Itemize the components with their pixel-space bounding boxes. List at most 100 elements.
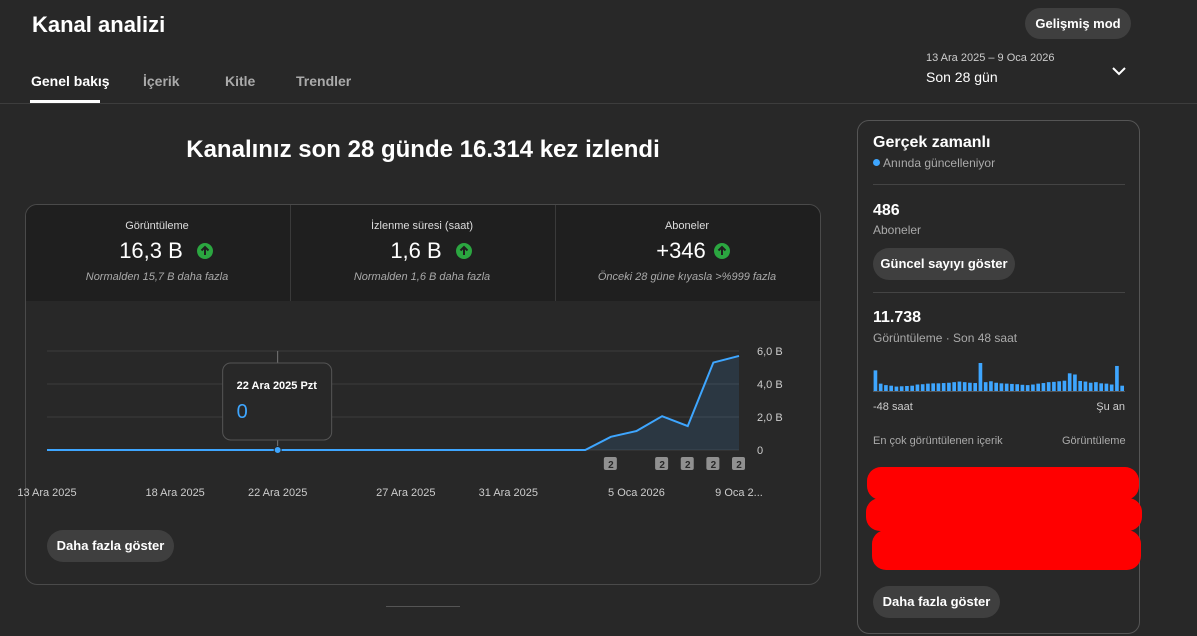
y-tick-label: 0 (757, 445, 763, 457)
bar (978, 363, 983, 391)
y-tick-label: 6,0 B (757, 346, 783, 358)
annotation-label: 2 (685, 460, 691, 471)
metric-note: Normalden 1,6 B daha fazla (353, 271, 491, 283)
bar (899, 386, 904, 391)
bar (931, 383, 935, 391)
subscriber-count: 486 (873, 202, 900, 219)
chart-card (25, 204, 821, 585)
x-tick-label: 27 Ara 2025 (376, 487, 435, 499)
bar (1088, 382, 1093, 391)
show-more-button[interactable]: Daha fazla göster (47, 530, 174, 562)
metric-tile[interactable] (291, 205, 556, 301)
current-count-button[interactable]: Güncel sayıyı göster (873, 248, 1015, 280)
realtime-title: Gerçek zamanlı (873, 134, 991, 151)
annotation-label: 2 (608, 460, 614, 471)
x-tick-label: 22 Ara 2025 (248, 487, 307, 499)
bar (994, 382, 998, 391)
annotation-badge (680, 457, 694, 470)
bar (1109, 384, 1114, 391)
bar (878, 383, 883, 391)
tooltip-label: 22 Ara 2025 Pzt (237, 380, 318, 392)
bar (1120, 385, 1124, 391)
annotation-label: 2 (659, 460, 665, 471)
annotation-badge (732, 457, 745, 470)
redaction (867, 467, 1139, 500)
bar (926, 383, 930, 391)
divider (873, 292, 1125, 293)
x-tick-label: 13 Ara 2025 (17, 487, 76, 499)
bar (1052, 381, 1056, 391)
bar (1099, 383, 1103, 391)
bar (1041, 383, 1046, 391)
bar (884, 385, 888, 391)
metric-note: Önceki 28 güne kıyasla >%999 fazla (597, 271, 777, 283)
hover-point (273, 446, 282, 454)
x-tick-label: 18 Ara 2025 (145, 487, 204, 499)
bar (873, 370, 878, 391)
arrow (717, 245, 727, 255)
bar (1036, 383, 1040, 391)
metric-tile[interactable] (26, 205, 291, 301)
bar (1031, 384, 1035, 391)
bar (1067, 373, 1072, 391)
date-period[interactable]: Son 28 gün (926, 69, 998, 85)
tab[interactable]: Genel bakış (31, 73, 110, 89)
x-tick-label: Şu an (1096, 401, 1125, 413)
bar (1046, 382, 1051, 391)
bar (1104, 383, 1109, 391)
advanced-mode-button[interactable]: Gelişmiş mod (1025, 8, 1131, 39)
y-tick-label: 2,0 B (757, 412, 783, 424)
bar (1057, 381, 1061, 391)
bar (957, 381, 962, 391)
bar (1020, 384, 1025, 391)
annotation-label: 2 (736, 460, 742, 471)
live-dot (873, 159, 880, 166)
annotation-label: 2 (711, 460, 717, 471)
up-icon (196, 243, 213, 259)
metric-tile[interactable] (556, 205, 820, 301)
metric-value: +346 (656, 238, 706, 263)
tab[interactable]: Kitle (225, 73, 256, 89)
annotation-badge (603, 457, 617, 470)
annotation-badge (655, 457, 669, 470)
headline: Kanalınız son 28 günde 16.314 kez izlend… (186, 136, 660, 163)
subscriber-label: Aboneler (873, 223, 922, 237)
divider (0, 103, 1197, 104)
divider (386, 606, 460, 607)
tab[interactable]: İçerik (143, 73, 180, 89)
date-range: 13 Ara 2025 – 9 Oca 2026 (926, 52, 1055, 64)
tab-indicator (30, 100, 100, 103)
bar (968, 382, 972, 391)
bar (1010, 383, 1014, 391)
bar (1073, 374, 1077, 391)
bar (947, 382, 951, 391)
tab[interactable]: Trendler (296, 73, 352, 89)
metric-note: Normalden 15,7 B daha fazla (85, 271, 229, 283)
realtime-status: Anında güncelleniyor (883, 156, 996, 170)
show-more-button[interactable]: Daha fazla göster (873, 586, 1000, 618)
bar (1078, 380, 1082, 391)
bar (983, 382, 988, 391)
page-title: Kanal analizi (32, 12, 166, 37)
bar (973, 383, 977, 391)
arrow (200, 245, 210, 255)
metric-label: Görüntüleme (125, 220, 189, 232)
bar (910, 385, 914, 391)
bar (999, 383, 1004, 391)
metric-label: Aboneler (664, 220, 710, 232)
arrow (459, 245, 468, 255)
bar (1094, 382, 1098, 391)
dropdown-icon[interactable] (1110, 64, 1128, 78)
annotation-badge (706, 457, 720, 470)
bar (905, 385, 909, 391)
bar (889, 385, 893, 391)
bar (1083, 381, 1088, 391)
bar (1025, 385, 1030, 391)
bar (952, 382, 956, 391)
bar (1004, 383, 1009, 391)
bar (936, 383, 941, 391)
bar (1062, 380, 1067, 391)
